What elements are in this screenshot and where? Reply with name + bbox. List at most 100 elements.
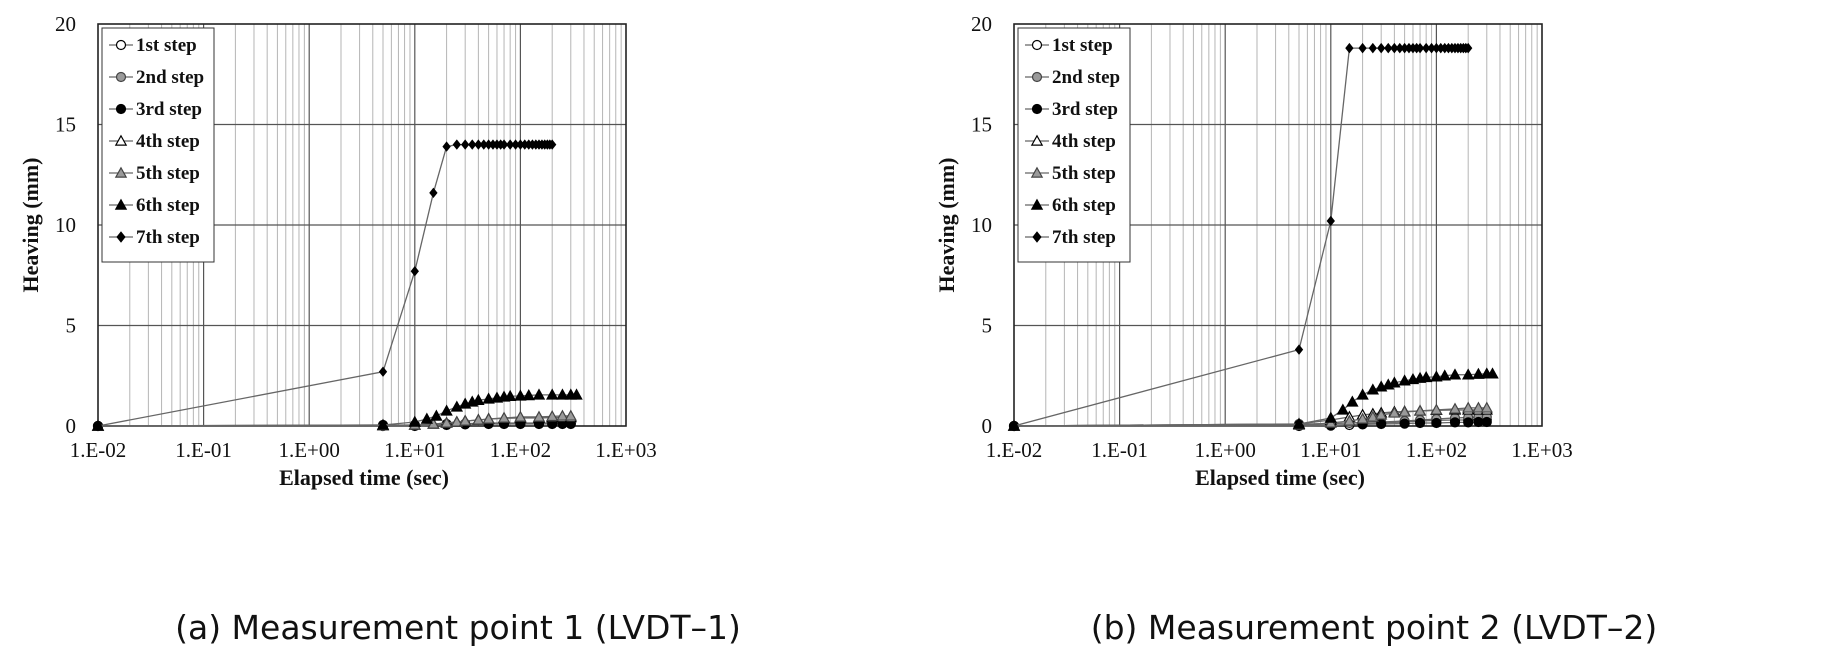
x-tick-label: 1.E+03 [1511, 438, 1572, 462]
data-point [482, 412, 495, 424]
chart-caption-b: (b) Measurement point 2 (LVDT–2) [1090, 608, 1658, 647]
y-tick-labels: 0 5 10 15 20 [55, 12, 76, 438]
data-point [1346, 395, 1359, 407]
data-point [1358, 42, 1367, 54]
legend-label: 7th step [1052, 227, 1116, 248]
data-point [1431, 417, 1442, 429]
x-tick-label: 1.E+02 [1406, 438, 1467, 462]
data-point [1463, 417, 1474, 428]
data-point [1374, 408, 1388, 420]
y-tick-label: 5 [66, 314, 77, 338]
x-tick-label: 1.E+00 [278, 438, 339, 462]
y-tick-label: 15 [55, 113, 76, 137]
legend-label: 3rd step [1052, 99, 1118, 120]
data-point [514, 389, 527, 401]
y-tick-label: 0 [66, 414, 77, 438]
data-point [1294, 344, 1304, 355]
data-point [1422, 42, 1431, 54]
data-point [474, 139, 483, 150]
data-point [1449, 417, 1461, 428]
data-point [1430, 403, 1443, 415]
data-point [430, 409, 443, 421]
data-point [1398, 374, 1411, 386]
legend-marker [115, 71, 127, 83]
data-point [514, 410, 527, 422]
data-point [1326, 215, 1335, 227]
data-point [472, 413, 485, 425]
data-point [1461, 401, 1475, 413]
legend-marker [1030, 134, 1044, 146]
x-tick-label: 1.E-02 [986, 438, 1043, 462]
data-point [1448, 368, 1462, 380]
y-axis-title: Heaving (mm) [934, 157, 959, 292]
x-tick-labels: 1.E-02 1.E-01 1.E+00 1.E+01 1.E+02 1.E+03 [986, 438, 1573, 462]
data-point [450, 415, 464, 427]
data-point [420, 412, 434, 424]
data-point [1366, 383, 1380, 395]
legend-marker [114, 134, 128, 146]
y-tick-label: 20 [971, 12, 992, 36]
data-point [1356, 412, 1369, 424]
series-7th-step [93, 139, 557, 432]
data-point [499, 139, 509, 150]
data-point [1438, 369, 1451, 381]
data-point [548, 139, 557, 150]
data-point [1448, 402, 1462, 414]
data-point [1486, 367, 1499, 379]
data-point [429, 187, 438, 199]
x-tick-label: 1.E+01 [384, 438, 445, 462]
data-point [410, 266, 419, 277]
data-point [376, 418, 390, 430]
data-point [1473, 416, 1484, 428]
legend-label: 4th step [136, 131, 200, 152]
data-point [532, 410, 546, 422]
legend-label: 5th step [1052, 163, 1116, 184]
legend-label: 3rd step [136, 99, 202, 120]
chart-panel-a: 0 5 10 15 20 1.E-02 1.E-01 1.E+00 1.E+01 1.E+02 1.… [0, 0, 916, 669]
data-point [506, 139, 515, 150]
legend-label: 6th step [136, 195, 200, 216]
data-point [1009, 420, 1019, 432]
y-tick-label: 15 [971, 113, 992, 137]
chart-caption-a: (a) Measurement point 1 (LVDT–1) [175, 608, 741, 647]
data-point [1390, 42, 1399, 54]
legend-marker [116, 231, 126, 243]
data-point [458, 414, 472, 426]
data-point [1481, 416, 1492, 428]
data-point [452, 139, 461, 150]
legend-label: 2nd step [1052, 67, 1120, 88]
series-5th-step [91, 409, 577, 431]
data-point [1480, 401, 1493, 413]
legend-marker [115, 103, 127, 115]
x-tick-label: 1.E-01 [1091, 438, 1148, 462]
data-point [503, 389, 517, 401]
data-point [1461, 368, 1475, 380]
legend-label: 1st step [1052, 35, 1113, 56]
data-point [1384, 42, 1393, 54]
data-point [532, 388, 546, 400]
y-tick-label: 20 [55, 12, 76, 36]
data-point [378, 366, 388, 377]
legend-marker [1031, 103, 1043, 115]
data-point [1399, 418, 1410, 429]
legend-marker [1032, 231, 1042, 243]
data-point [1464, 42, 1473, 54]
legend-marker [114, 166, 128, 178]
data-point [570, 388, 583, 400]
legend: 1st step 2nd step 3rd step 4th step 5th step… [101, 27, 215, 263]
x-tick-label: 1.E-02 [70, 438, 127, 462]
data-point [556, 388, 569, 400]
data-point [1398, 405, 1411, 417]
data-point [545, 409, 559, 422]
x-tick-label: 1.E+01 [1300, 438, 1361, 462]
x-axis-title: Elapsed time (sec) [1195, 465, 1365, 490]
data-point [1472, 367, 1485, 379]
legend-label: 5th step [136, 163, 200, 184]
data-point [564, 409, 577, 421]
x-tick-label: 1.E+02 [490, 438, 551, 462]
y-axis-title: Heaving (mm) [18, 157, 43, 292]
data-point [1324, 411, 1337, 423]
legend-marker [1030, 198, 1044, 210]
data-point [1430, 370, 1443, 382]
data-point [1472, 401, 1485, 413]
